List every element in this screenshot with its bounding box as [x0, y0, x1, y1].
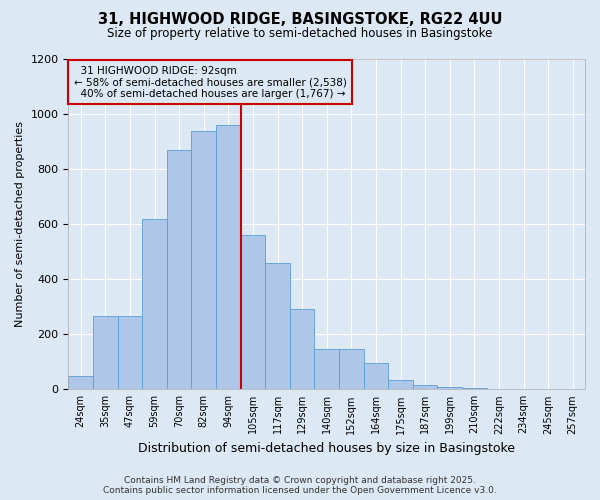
Bar [462, 388, 487, 390]
X-axis label: Distribution of semi-detached houses by size in Basingstoke: Distribution of semi-detached houses by … [138, 442, 515, 455]
Bar [437, 386, 462, 390]
Text: Size of property relative to semi-detached houses in Basingstoke: Size of property relative to semi-detach… [107, 28, 493, 40]
Bar [265, 262, 290, 390]
Y-axis label: Number of semi-detached properties: Number of semi-detached properties [15, 121, 25, 327]
Bar [216, 125, 241, 390]
Text: Contains HM Land Registry data © Crown copyright and database right 2025.
Contai: Contains HM Land Registry data © Crown c… [103, 476, 497, 495]
Bar [413, 385, 437, 390]
Bar [118, 316, 142, 390]
Bar [142, 218, 167, 390]
Bar [68, 376, 93, 390]
Bar [290, 310, 314, 390]
Bar [364, 363, 388, 390]
Bar [487, 389, 511, 390]
Bar [388, 380, 413, 390]
Bar [191, 130, 216, 390]
Text: 31, HIGHWOOD RIDGE, BASINGSTOKE, RG22 4UU: 31, HIGHWOOD RIDGE, BASINGSTOKE, RG22 4U… [98, 12, 502, 28]
Bar [167, 150, 191, 390]
Bar [339, 350, 364, 390]
Bar [241, 235, 265, 390]
Bar [93, 316, 118, 390]
Bar [314, 350, 339, 390]
Text: 31 HIGHWOOD RIDGE: 92sqm
← 58% of semi-detached houses are smaller (2,538)
  40%: 31 HIGHWOOD RIDGE: 92sqm ← 58% of semi-d… [74, 66, 346, 99]
